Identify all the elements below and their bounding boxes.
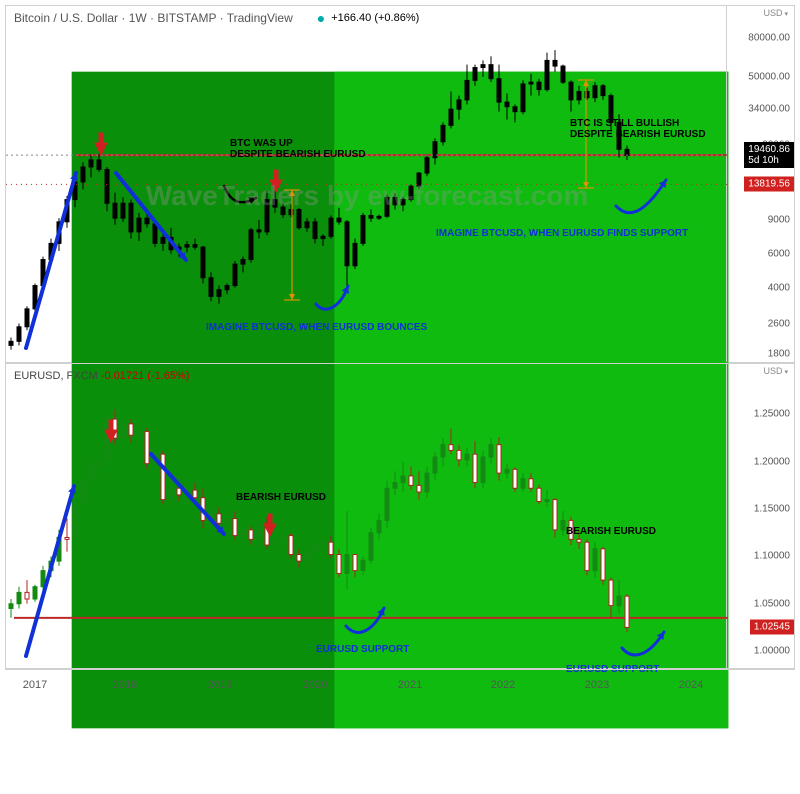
- x-tick-label: 2021: [398, 679, 422, 691]
- y-tick-label: 4000: [768, 282, 790, 293]
- x-tick-label: 2024: [679, 679, 703, 691]
- y-tick-label: 2600: [768, 318, 790, 329]
- x-tick-label: 2023: [585, 679, 609, 691]
- price-box: 19460.86 5d 10h: [744, 142, 794, 168]
- top-panel: Bitcoin / U.S. Dollar · 1W · BITSTAMP · …: [5, 5, 795, 363]
- chart-header: Bitcoin / U.S. Dollar · 1W · BITSTAMP · …: [6, 6, 794, 30]
- y-tick-label: 1.10000: [754, 551, 790, 562]
- price-box: 1.02545: [750, 619, 794, 634]
- annotation-text: EURUSD SUPPORT: [316, 644, 409, 655]
- y-tick-label: 9000: [768, 214, 790, 225]
- y-tick-label: 50000.00: [748, 72, 790, 83]
- x-tick-label: 2017: [23, 679, 47, 691]
- annotation-text: BTC WAS UPDESPITE BEARISH EURUSD: [230, 138, 366, 160]
- price-box: 13819.56: [744, 177, 794, 192]
- y-tick-label: 1.05000: [754, 598, 790, 609]
- top-chart-svg: [6, 28, 728, 364]
- y-tick-label: 1.00000: [754, 646, 790, 657]
- y-tick-label: 6000: [768, 248, 790, 259]
- annotation-text: IMAGINE BTCUSD, WHEN EURUSD FINDS SUPPOR…: [436, 228, 688, 239]
- bottom-chart-area[interactable]: BEARISH EURUSD BEARISH EURUSD EURUSD SUPPO…: [6, 386, 728, 670]
- sub-symbol: EURUSD, FXCM: [14, 370, 98, 382]
- x-tick-label: 2019: [208, 679, 232, 691]
- y-axis-unit-label: USD: [763, 8, 788, 18]
- time-axis[interactable]: 2017 2018 2019 2020 2021 2022 2023 2024: [5, 669, 795, 695]
- annotation-text: IMAGINE BTCUSD, WHEN EURUSD BOUNCES: [206, 322, 427, 333]
- chart-status-icon: [299, 12, 311, 24]
- annotation-text: BEARISH EURUSD: [236, 492, 326, 503]
- sub-change: -0.01721 (-1.65%): [101, 370, 190, 382]
- y-tick-label: 34000.00: [748, 104, 790, 115]
- bottom-sub-header: EURUSD, FXCM -0.01721 (-1.65%): [14, 370, 189, 382]
- bottom-y-axis[interactable]: USD 1.00000 1.05000 1.10000 1.15000 1.20000 1…: [726, 364, 794, 668]
- y-tick-label: 1.25000: [754, 409, 790, 420]
- annotation-text: BTC IS STILL BULLISHDESPITE BEARISH EURU…: [570, 118, 706, 140]
- y-tick-label: 1.15000: [754, 504, 790, 515]
- x-tick-label: 2022: [491, 679, 515, 691]
- top-chart-area[interactable]: WaveTraders by ew-forecast.com BTC WAS U…: [6, 28, 728, 364]
- x-tick-label: 2018: [113, 679, 137, 691]
- y-tick-label: 80000.00: [748, 32, 790, 43]
- y-tick-label: 1800: [768, 349, 790, 360]
- y-tick-label: 1.20000: [754, 456, 790, 467]
- x-tick-label: 2020: [303, 679, 327, 691]
- top-y-axis[interactable]: USD 18002600400060009000130002200034000.…: [726, 6, 794, 362]
- bottom-panel: EURUSD, FXCM -0.01721 (-1.65%) USD 1.000…: [5, 363, 795, 669]
- y-axis-unit-label: USD: [763, 366, 788, 376]
- annotation-text: BEARISH EURUSD: [566, 526, 656, 537]
